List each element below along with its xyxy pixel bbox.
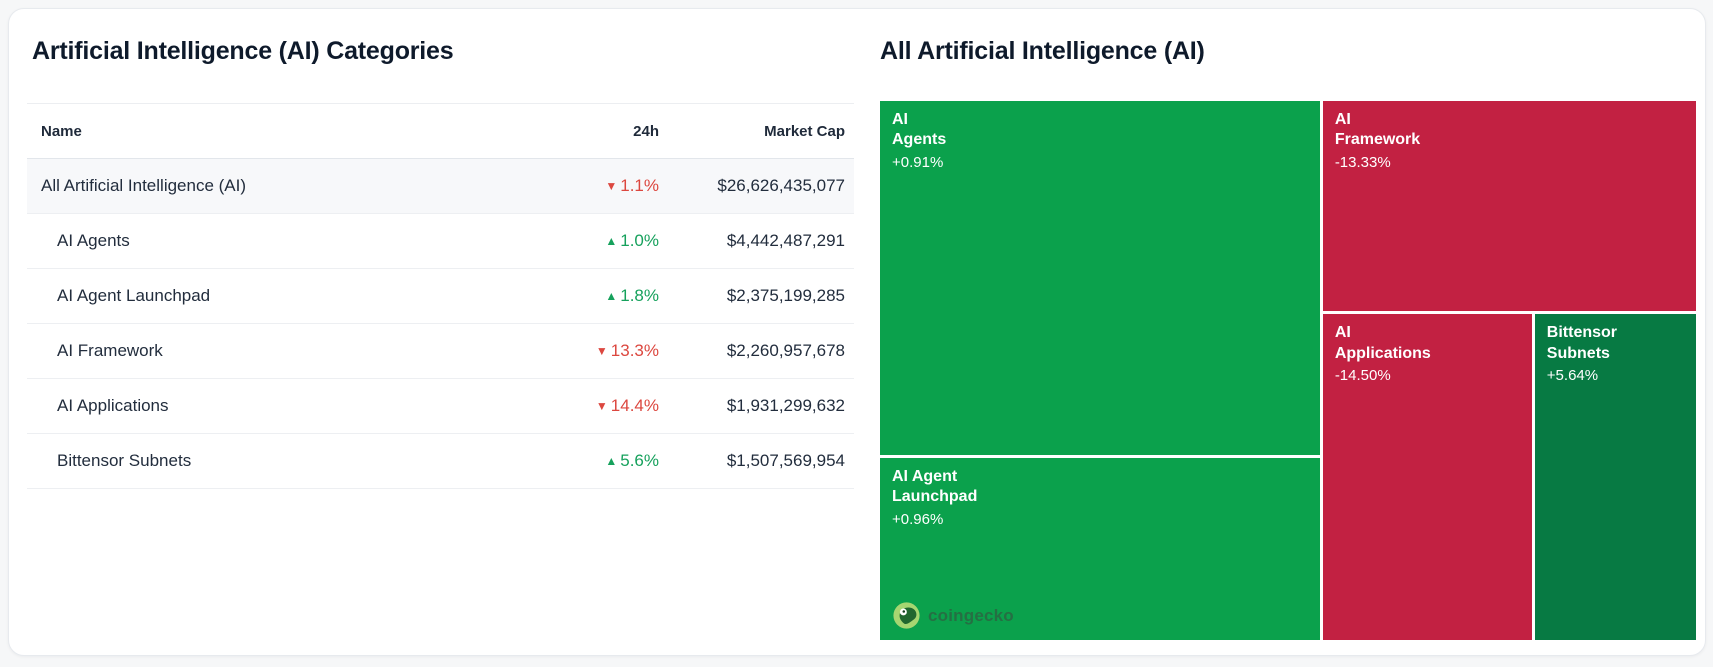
market-cap-value: $1,931,299,632	[726, 396, 845, 415]
categories-table-title: Artificial Intelligence (AI) Categories	[32, 37, 454, 65]
change-value: 1.8%	[620, 286, 659, 305]
change-value: 13.3%	[610, 341, 659, 360]
down-triangle-icon: ▼	[595, 399, 608, 413]
coingecko-watermark-text: coingecko	[928, 605, 1014, 625]
treemap-cell-name: Bittensor Subnets	[1546, 324, 1618, 362]
table-row-ai-framework[interactable]: AI Framework ▼ 13.3% $2,260,957,678	[27, 324, 854, 379]
change-24h: ▼ 13.3%	[549, 341, 659, 361]
change-24h: ▲ 5.6%	[549, 451, 659, 471]
table-row-all-ai[interactable]: All Artificial Intelligence (AI) ▼ 1.1% $…	[27, 159, 854, 214]
treemap-cell-ai-applications[interactable]: AI Applications -14.50%	[1322, 314, 1532, 640]
treemap-cell-change: -14.50%	[1334, 367, 1391, 385]
change-value: 1.0%	[620, 231, 659, 250]
change-24h: ▲ 1.0%	[549, 231, 659, 251]
change-value: 14.4%	[610, 396, 659, 415]
category-name: AI Agents	[57, 231, 130, 250]
dashboard-card: Artificial Intelligence (AI) Categories …	[8, 8, 1706, 656]
treemap-cell-name: AI Agent Launchpad	[892, 467, 978, 506]
column-header-market-cap[interactable]: Market Cap	[764, 122, 845, 140]
up-triangle-icon: ▲	[605, 289, 618, 303]
down-triangle-icon: ▼	[605, 179, 618, 193]
market-cap-value: $26,626,435,077	[717, 176, 845, 195]
up-triangle-icon: ▲	[605, 234, 618, 248]
up-triangle-icon: ▲	[605, 454, 618, 468]
market-cap-value: $4,442,487,291	[726, 231, 845, 250]
treemap-cell-change: +5.64%	[1546, 367, 1599, 385]
table-row-ai-agents[interactable]: AI Agents ▲ 1.0% $4,442,487,291	[27, 214, 854, 269]
category-name: AI Applications	[57, 396, 169, 415]
treemap-cell-ai-agent-launchpad[interactable]: AI Agent Launchpad +0.96% coingecko	[880, 457, 1320, 640]
table-row-ai-applications[interactable]: AI Applications ▼ 14.4% $1,931,299,632	[27, 379, 854, 434]
categories-table: Name 24h Market Cap All Artificial Intel…	[27, 103, 854, 489]
down-triangle-icon: ▼	[595, 344, 608, 358]
category-name: All Artificial Intelligence (AI)	[41, 176, 247, 195]
market-cap-value: $2,375,199,285	[726, 286, 845, 305]
treemap-cell-ai-agents[interactable]: AI Agents +0.91%	[880, 101, 1320, 455]
treemap-cell-ai-framework[interactable]: AI Framework -13.33%	[1322, 101, 1696, 312]
treemap-cell-change: -13.33%	[1334, 153, 1391, 171]
ai-treemap: AI Agents +0.91% AI Agent Launchpad +0.9…	[880, 101, 1696, 640]
category-name: AI Framework	[57, 341, 163, 360]
treemap-cell-name: AI Framework	[1334, 111, 1421, 149]
change-value: 5.6%	[620, 451, 659, 470]
table-row-ai-agent-launchpad[interactable]: AI Agent Launchpad ▲ 1.8% $2,375,199,285	[27, 269, 854, 324]
coingecko-watermark: coingecko	[893, 602, 1014, 629]
treemap-cell-change: +0.96%	[892, 510, 944, 528]
table-row-bittensor-subnets[interactable]: Bittensor Subnets ▲ 5.6% $1,507,569,954	[27, 434, 854, 489]
change-24h: ▼ 14.4%	[549, 396, 659, 416]
coingecko-logo-icon	[893, 602, 920, 629]
treemap-cell-change: +0.91%	[892, 153, 944, 171]
change-value: 1.1%	[620, 176, 659, 195]
market-cap-value: $2,260,957,678	[726, 341, 845, 360]
market-cap-value: $1,507,569,954	[726, 451, 845, 470]
treemap-cell-name: AI Applications	[1334, 324, 1431, 362]
change-24h: ▲ 1.8%	[549, 286, 659, 306]
category-name: Bittensor Subnets	[57, 451, 192, 470]
change-24h: ▼ 1.1%	[549, 176, 659, 196]
table-header-row: Name 24h Market Cap	[27, 103, 854, 159]
treemap-cell-name: AI Agents	[892, 111, 947, 149]
column-header-24h[interactable]: 24h	[633, 122, 659, 140]
treemap-cell-bittensor-subnets[interactable]: Bittensor Subnets +5.64%	[1534, 314, 1696, 640]
category-name: AI Agent Launchpad	[57, 286, 211, 305]
treemap-title: All Artificial Intelligence (AI)	[880, 37, 1205, 65]
column-header-name[interactable]: Name	[41, 122, 82, 140]
